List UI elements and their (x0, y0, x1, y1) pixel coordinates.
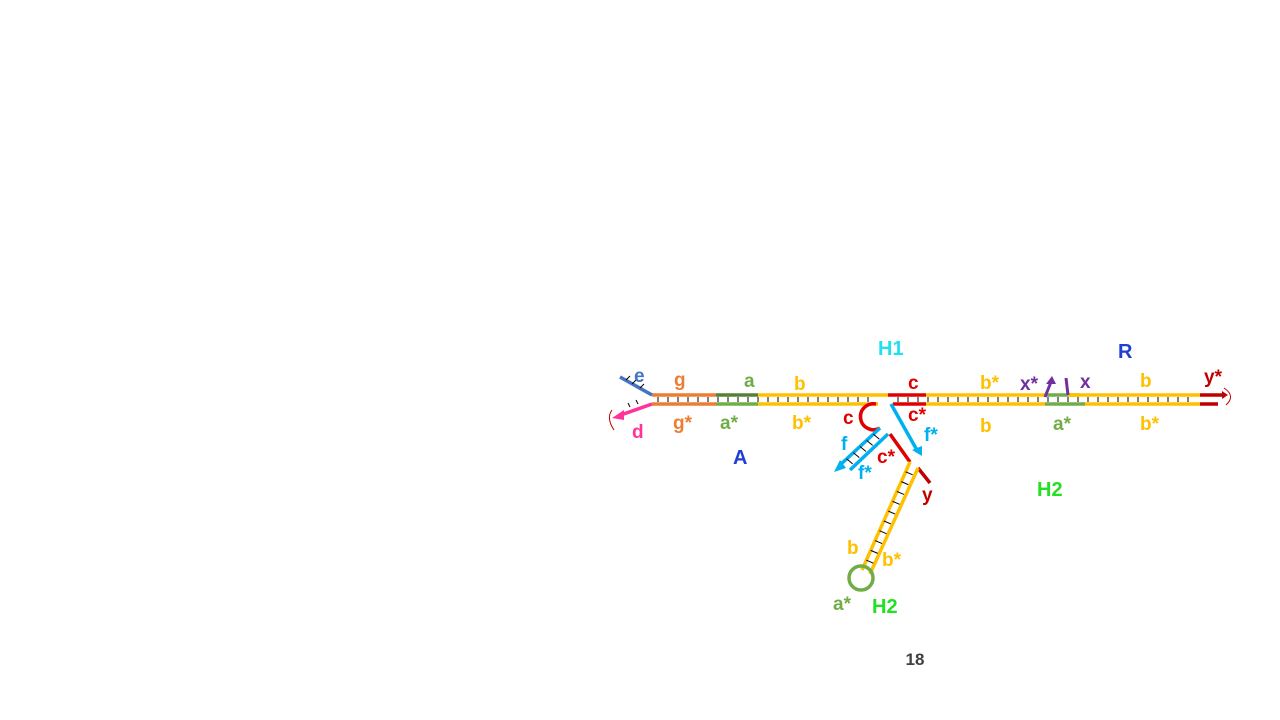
complex-name-a: A (733, 447, 747, 469)
arrow-head-f-star (912, 446, 922, 456)
label-d: d (632, 422, 644, 443)
label-b-bottom: b (980, 416, 992, 437)
arrow-head-f (834, 460, 846, 472)
branch-f-ticks (846, 433, 880, 465)
base-pair-tick (874, 540, 883, 545)
squiggle-right (1223, 387, 1231, 406)
label-b-stem: b (847, 538, 859, 559)
overhang-e (619, 375, 653, 397)
complex-name-h2-bottom: H2 (872, 596, 898, 618)
label-c-hairpin: c (843, 408, 854, 429)
label-x: x (1080, 372, 1091, 393)
label-a-star-bottom-2: a* (1053, 414, 1072, 435)
base-pair-tick (896, 490, 905, 495)
base-pair-tick (883, 520, 892, 525)
label-c-star-bottom: c* (908, 405, 927, 426)
label-a-star-bottom-1: a* (720, 413, 739, 434)
label-a: a (744, 371, 755, 392)
arrow-head-y-star (1222, 391, 1228, 399)
complex-name-r: R (1118, 341, 1133, 363)
label-g: g (674, 370, 686, 391)
label-f: f (841, 434, 848, 455)
base-pair-tick (866, 439, 873, 446)
label-y: y (922, 485, 933, 506)
base-pair-tick (859, 446, 867, 452)
x-x-star-overhang (1043, 376, 1070, 398)
right-end (1222, 387, 1231, 406)
squiggle-left (608, 409, 615, 431)
base-pair-tick (901, 481, 909, 486)
arrow-head-x-star (1046, 376, 1056, 384)
base-pair-tick (866, 559, 874, 564)
base-pair-tick (870, 549, 878, 554)
h2-stem-ticks (866, 471, 913, 564)
page-number: 18 (905, 650, 925, 669)
label-b-top-1: b (794, 374, 806, 395)
label-e: e (634, 366, 645, 387)
h2-loop (847, 564, 875, 592)
label-a-star-loop: a* (833, 594, 852, 615)
label-g-star: g* (673, 413, 693, 434)
base-pair-tick (873, 433, 880, 440)
complex-name-h2-right: H2 (1037, 479, 1063, 501)
base-pair-tick (892, 500, 900, 505)
label-f-star-right: f* (924, 425, 938, 446)
label-b-star-bottom-2: b* (1140, 414, 1160, 435)
hairpin-c-arc (858, 402, 881, 432)
label-y-star: y* (1204, 367, 1223, 388)
label-f-star-left: f* (858, 463, 872, 484)
label-b-top-2: b (1140, 371, 1152, 392)
label-b-star-top: b* (980, 373, 1000, 394)
label-c-star-branch: c* (877, 447, 896, 468)
base-pair-tick (887, 510, 896, 515)
base-pair-tick (879, 530, 887, 535)
base-pair-tick (905, 471, 913, 476)
base-pair-tick (853, 452, 860, 459)
label-b-star-bottom-1: b* (792, 413, 812, 434)
h2-stem (860, 461, 920, 575)
label-c-top: c (908, 373, 919, 394)
base-pair-ticks (657, 397, 1189, 402)
complex-name-h1: H1 (878, 338, 904, 360)
arrow-head-d (612, 410, 624, 420)
label-b-star-stem: b* (882, 550, 902, 571)
label-x-star: x* (1020, 374, 1039, 395)
c-star-stub (888, 432, 932, 485)
overhang-d (608, 399, 653, 431)
base-pair-tick (846, 458, 853, 465)
